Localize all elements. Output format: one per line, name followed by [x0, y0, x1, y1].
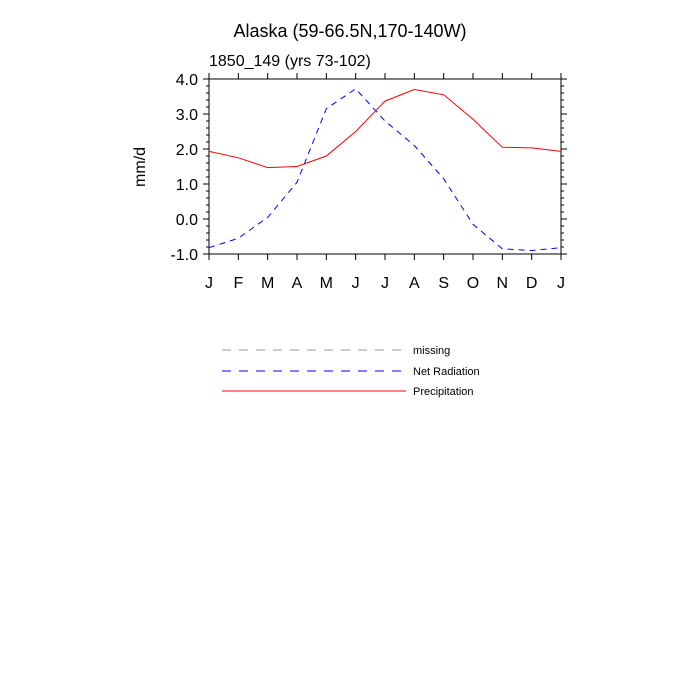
x-tick-label: J — [205, 275, 213, 292]
x-tick-label: D — [526, 275, 538, 292]
x-tick-label: N — [497, 275, 509, 292]
x-tick-label: S — [438, 275, 449, 292]
y-tick-label: 4.0 — [176, 72, 198, 89]
chart-subtitle: 1850_149 (yrs 73-102) — [209, 53, 371, 70]
y-tick-label: 1.0 — [176, 177, 198, 194]
plot-area: -1.00.01.02.03.04.0J F M A M J J A S O N D J — [170, 72, 567, 292]
legend: missing Net Radiation Precipitation — [222, 345, 480, 398]
x-tick-label: F — [233, 275, 243, 292]
x-tick-label: J — [381, 275, 389, 292]
precipitation-line — [208, 88, 562, 169]
x-tick-label: A — [292, 275, 303, 292]
x-tick-label: J — [352, 275, 360, 292]
plot-frame — [208, 78, 562, 255]
x-tick-label: J — [557, 275, 565, 292]
x-tick-label: A — [409, 275, 420, 292]
net-radiation-line — [208, 88, 562, 252]
x-tick-label: O — [467, 275, 479, 292]
chart-title: Alaska (59-66.5N,170-140W) — [233, 21, 466, 41]
y-axis-label: mm/d — [132, 147, 149, 187]
legend-label: Net Radiation — [413, 366, 480, 378]
x-tick-label: M — [320, 275, 333, 292]
y-tick-label: 2.0 — [176, 142, 198, 159]
x-tick-label: M — [261, 275, 274, 292]
y-tick-label: 3.0 — [176, 107, 198, 124]
legend-label: Precipitation — [413, 386, 474, 398]
legend-label: missing — [413, 345, 450, 357]
y-tick-label: -1.0 — [170, 247, 198, 264]
y-tick-label: 0.0 — [176, 212, 198, 229]
